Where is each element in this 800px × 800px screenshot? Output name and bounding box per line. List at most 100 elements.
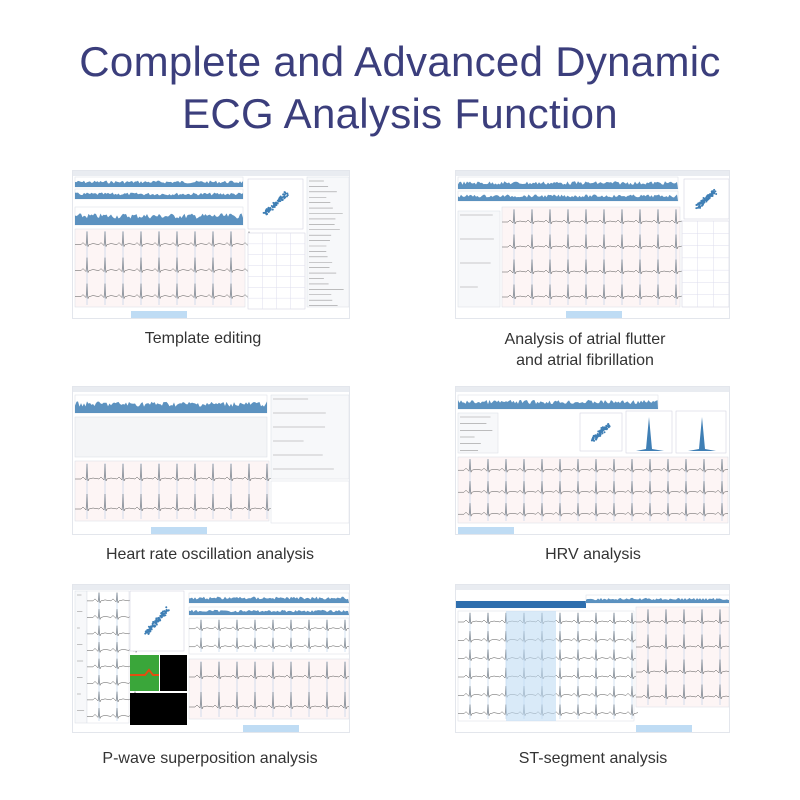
scatter-point (145, 630, 148, 633)
timeline-selection (131, 311, 187, 318)
scatter-point (601, 429, 604, 432)
toolbar (73, 585, 349, 590)
heatmap-empty (130, 693, 187, 725)
scatter-point (595, 435, 598, 438)
scatter-point (153, 625, 156, 628)
scatter-point (593, 439, 596, 442)
timeline-selection (151, 527, 207, 534)
side-panel (270, 394, 349, 480)
ecg-panel (86, 590, 130, 724)
scatter-point (165, 608, 168, 611)
trend-plot (75, 213, 243, 225)
toolbar (73, 387, 349, 392)
ecg-trace (458, 481, 729, 496)
scatter-point (151, 622, 154, 625)
side-panel (74, 590, 88, 724)
caption-template-editing: Template editing (144, 330, 262, 347)
scatter-point (147, 632, 150, 635)
scatter-point (163, 610, 166, 613)
scatter-point (274, 204, 277, 207)
ecg-trace (75, 493, 274, 512)
ecg-trace (502, 234, 683, 250)
scatter-point (595, 438, 598, 441)
trend-plot (75, 401, 267, 413)
trend-plot (458, 194, 678, 201)
scatter-point (262, 211, 265, 214)
scatter-point (700, 201, 703, 204)
atrial-fibrillation-screenshot (455, 170, 730, 319)
side-panel (306, 176, 349, 308)
scatter-point (711, 190, 714, 193)
ecg-trace (75, 463, 274, 482)
scatter-point (606, 427, 609, 430)
scatter-point (285, 195, 288, 198)
scatter-point (286, 192, 289, 195)
ecg-panel (188, 658, 349, 720)
timeline (73, 311, 349, 318)
screenshot-graphic (73, 171, 349, 318)
scatter-point (284, 191, 287, 194)
trend-plot (458, 181, 678, 189)
timeline-selection (243, 725, 299, 732)
trend-plot (75, 192, 243, 199)
scatter-point (283, 197, 286, 200)
result-panel (270, 480, 349, 524)
screenshot-graphic (456, 585, 729, 732)
caption-p-wave-analysis: P-wave superposition analysis (102, 750, 318, 767)
scatter-point (149, 630, 152, 633)
scatter-point (272, 201, 275, 204)
timeline (73, 725, 349, 732)
toolbar (456, 585, 729, 590)
scatter-point (267, 211, 270, 214)
heatmap-empty (160, 655, 187, 691)
timeline (73, 527, 349, 534)
scatter-point (599, 432, 602, 435)
scatter-point (278, 199, 281, 202)
scatter-point (266, 209, 269, 212)
scatter-point (276, 202, 279, 205)
template-grid (681, 220, 729, 308)
scatter-point (283, 193, 286, 196)
p-wave-superposition-screenshot (72, 584, 350, 733)
ecg-panel (457, 456, 729, 524)
screenshot-graphic (456, 387, 729, 534)
scatter-point (709, 193, 712, 196)
scatter-point (597, 430, 600, 433)
heatmap (130, 655, 159, 691)
scatter-point (705, 195, 708, 198)
toolbar (73, 171, 349, 176)
ecg-trace (636, 634, 729, 650)
ecg-panel (635, 606, 729, 708)
scatter-point (155, 620, 158, 623)
timeline-selection (458, 527, 514, 534)
scatter-point (705, 200, 708, 203)
scatter-point (155, 623, 158, 626)
scatter-point (701, 200, 704, 203)
screenshot-graphic (73, 387, 349, 534)
scatter-point (710, 191, 713, 194)
ecg-panel (74, 228, 246, 308)
scatter-point (708, 197, 711, 200)
scatter-point (713, 191, 716, 194)
scatter-point (162, 613, 165, 616)
scatter-point (281, 198, 284, 201)
scatter-point (698, 204, 701, 207)
ecg-trace (458, 503, 729, 518)
scatter-point (150, 628, 153, 631)
scatter-point (595, 437, 598, 440)
toolbar (456, 387, 729, 392)
scatter-point (715, 192, 718, 195)
selected-row (456, 601, 586, 608)
ecg-panel (188, 617, 349, 655)
ecg-trace (189, 619, 349, 632)
caption-hrv-analysis: HRV analysis (545, 546, 641, 563)
trend-plot (458, 399, 658, 409)
scatter-point (279, 197, 282, 200)
scatter-point (266, 212, 269, 215)
scatter-point (155, 617, 158, 620)
scatter-point (161, 615, 164, 618)
scatter-point (271, 208, 274, 211)
scatter-point (165, 611, 168, 614)
scatter-point (702, 197, 705, 200)
scatter-point (700, 199, 703, 202)
